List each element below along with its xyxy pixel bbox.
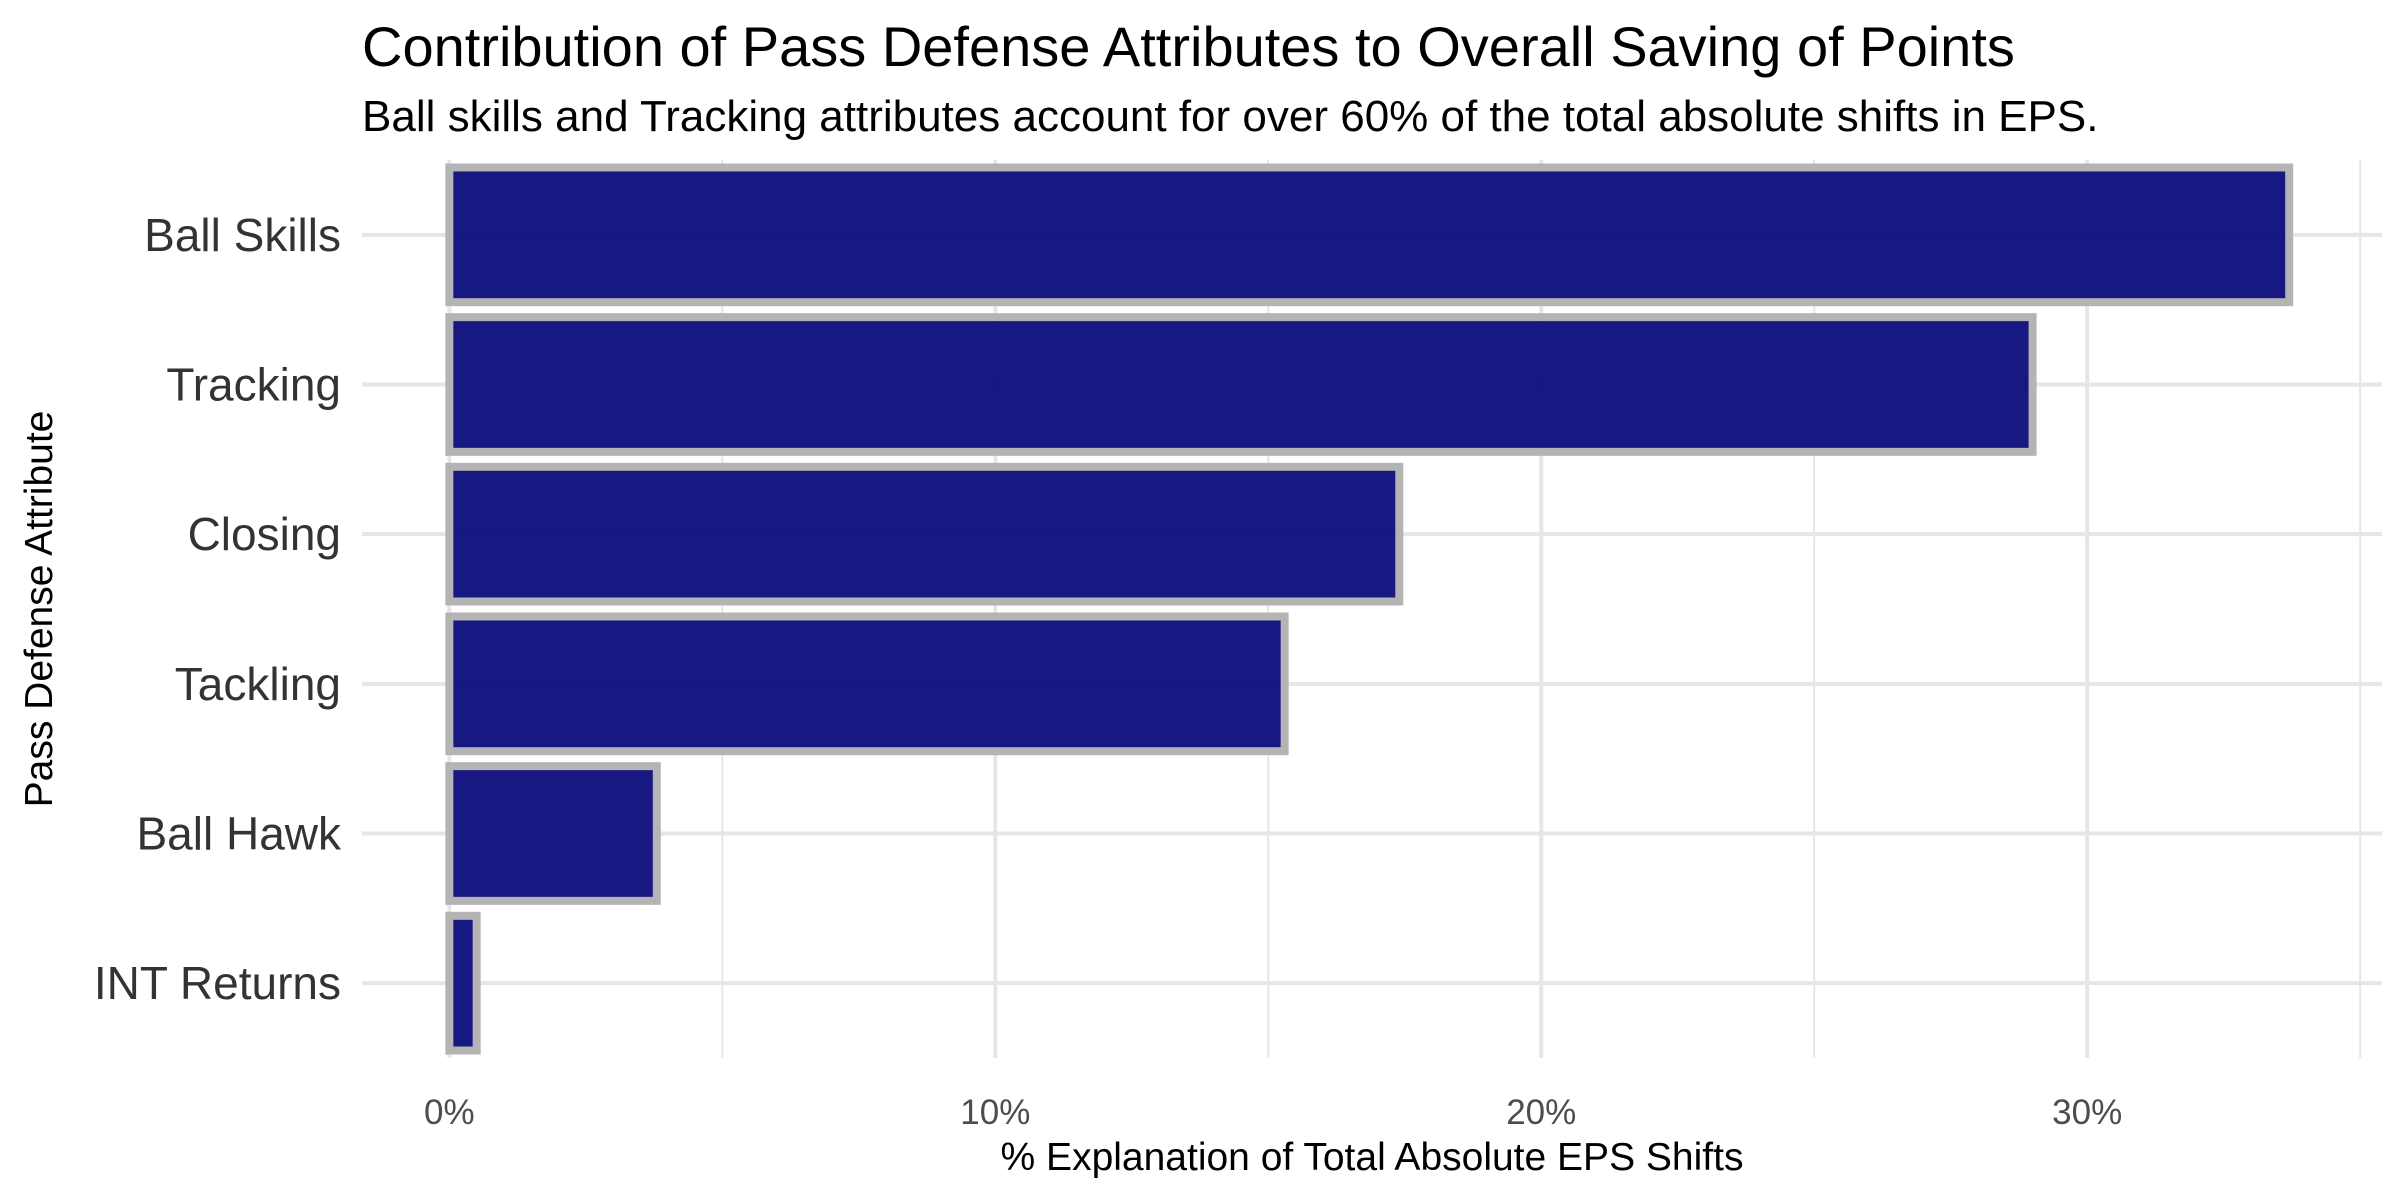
x-tick-label: 20% xyxy=(1506,1093,1576,1132)
y-axis-title: Pass Defense Attribute xyxy=(18,411,61,808)
x-tick-label: 10% xyxy=(960,1093,1030,1132)
bar-int-returns xyxy=(445,911,481,1055)
chart-subtitle: Ball skills and Tracking attributes acco… xyxy=(362,92,2099,141)
y-tick-label: Tracking xyxy=(166,359,341,411)
x-tick-label: 30% xyxy=(2052,1093,2122,1132)
y-tick-label: Tackling xyxy=(175,658,341,710)
y-tick-label: Ball Hawk xyxy=(136,808,342,860)
y-tick-label: INT Returns xyxy=(94,957,341,1009)
bar-tackling xyxy=(445,612,1289,756)
y-tick-label: Closing xyxy=(188,508,341,560)
bar-closing xyxy=(445,462,1404,606)
y-tick-label: Ball Skills xyxy=(144,209,341,261)
x-tick-label: 0% xyxy=(424,1093,475,1132)
bar-tracking xyxy=(445,313,2037,456)
bar-ball-hawk xyxy=(445,762,661,905)
bar-ball-skills xyxy=(445,163,2294,307)
x-axis-title: % Explanation of Total Absolute EPS Shif… xyxy=(1001,1136,1744,1179)
chart-title: Contribution of Pass Defense Attributes … xyxy=(362,15,2015,78)
